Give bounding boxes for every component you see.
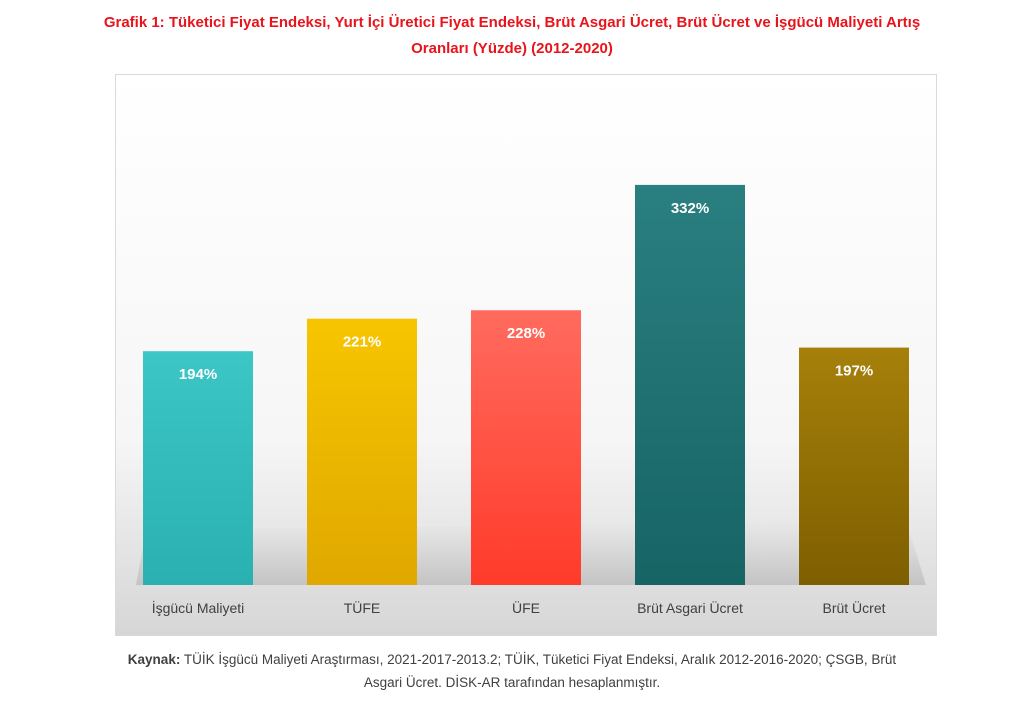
data-label-5: 197% bbox=[835, 363, 873, 380]
source-line-1: Kaynak: TÜİK İşgücü Maliyeti Araştırması… bbox=[40, 648, 984, 671]
data-label-4: 332% bbox=[671, 200, 709, 217]
bar-chart: 194% İşgücü Maliyeti 221% TÜFE 228% ÜFE 332% Br… bbox=[116, 75, 936, 635]
category-label-2: TÜFE bbox=[344, 599, 381, 616]
source-label: Kaynak: bbox=[127, 652, 181, 667]
category-label-4: Brüt Asgari Ücret bbox=[637, 599, 743, 616]
bar-2 bbox=[307, 318, 417, 585]
chart-frame: 194% İşgücü Maliyeti 221% TÜFE 228% ÜFE 332% Br… bbox=[115, 74, 937, 636]
category-label-1: İşgücü Maliyeti bbox=[152, 599, 245, 616]
chart-title-line-2: Oranları (Yüzde) (2012-2020) bbox=[411, 40, 613, 57]
chart-title: Grafik 1: Tüketici Fiyat Endeksi, Yurt İ… bbox=[20, 10, 1004, 62]
source-line-2: Asgari Ücret. DİSK-AR tarafından hesapla… bbox=[363, 675, 661, 690]
data-label-2: 221% bbox=[343, 334, 381, 351]
data-label-1: 194% bbox=[179, 366, 217, 383]
bar-1 bbox=[143, 351, 253, 585]
category-label-3: ÜFE bbox=[512, 599, 540, 616]
bar-4 bbox=[635, 184, 745, 585]
source-text-1: TÜİK İşgücü Maliyeti Araştırması, 2021-2… bbox=[183, 652, 897, 667]
bar-5 bbox=[799, 347, 909, 585]
bar-3 bbox=[471, 310, 581, 585]
source-note: Kaynak: TÜİK İşgücü Maliyeti Araştırması… bbox=[40, 648, 984, 694]
category-label-5: Brüt Ücret bbox=[822, 599, 885, 616]
data-label-3: 228% bbox=[507, 325, 545, 342]
chart-title-line-1: Grafik 1: Tüketici Fiyat Endeksi, Yurt İ… bbox=[103, 14, 921, 31]
